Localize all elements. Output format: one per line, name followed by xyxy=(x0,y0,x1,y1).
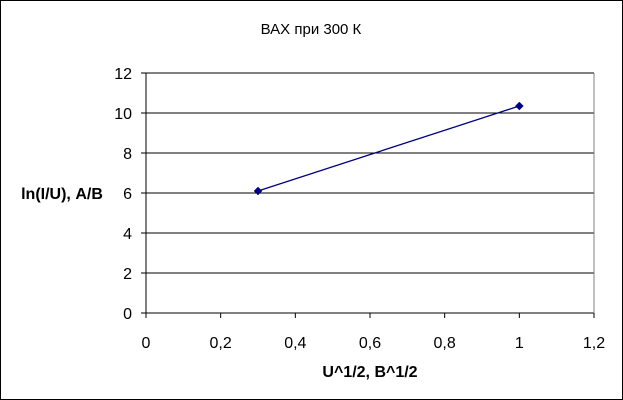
x-tick-label: 1 xyxy=(515,335,524,352)
y-tick-label: 6 xyxy=(123,186,132,203)
y-axis-label: ln(I/U), А/В xyxy=(21,186,103,203)
x-tick-label: 0,2 xyxy=(210,335,232,352)
y-tick-label: 12 xyxy=(114,66,132,83)
gridlines xyxy=(146,72,594,274)
x-tick-label: 0,6 xyxy=(359,335,381,352)
y-tick-label: 8 xyxy=(123,146,132,163)
y-tick-label: 2 xyxy=(123,266,132,283)
chart-title: ВАХ при 300 К xyxy=(261,21,362,38)
y-tick-label: 10 xyxy=(114,106,132,123)
data-point xyxy=(253,186,263,196)
y-tick-label: 0 xyxy=(123,306,132,323)
x-tick-label: 1,2 xyxy=(583,335,605,352)
data-point xyxy=(514,101,524,111)
data-series xyxy=(253,101,524,196)
x-tick-label: 0,4 xyxy=(284,335,306,352)
x-tick-label: 0,8 xyxy=(434,335,456,352)
y-tick-label: 4 xyxy=(123,226,132,243)
x-tick-label: 0 xyxy=(142,335,151,352)
series-line xyxy=(257,105,520,192)
y-tick-labels: 0 2 4 6 8 10 12 xyxy=(114,66,146,323)
x-axis-label: U^1/2, В^1/2 xyxy=(322,364,417,381)
x-tick-labels: 0 0,2 0,4 0,6 0,8 1 1,2 xyxy=(142,313,605,352)
